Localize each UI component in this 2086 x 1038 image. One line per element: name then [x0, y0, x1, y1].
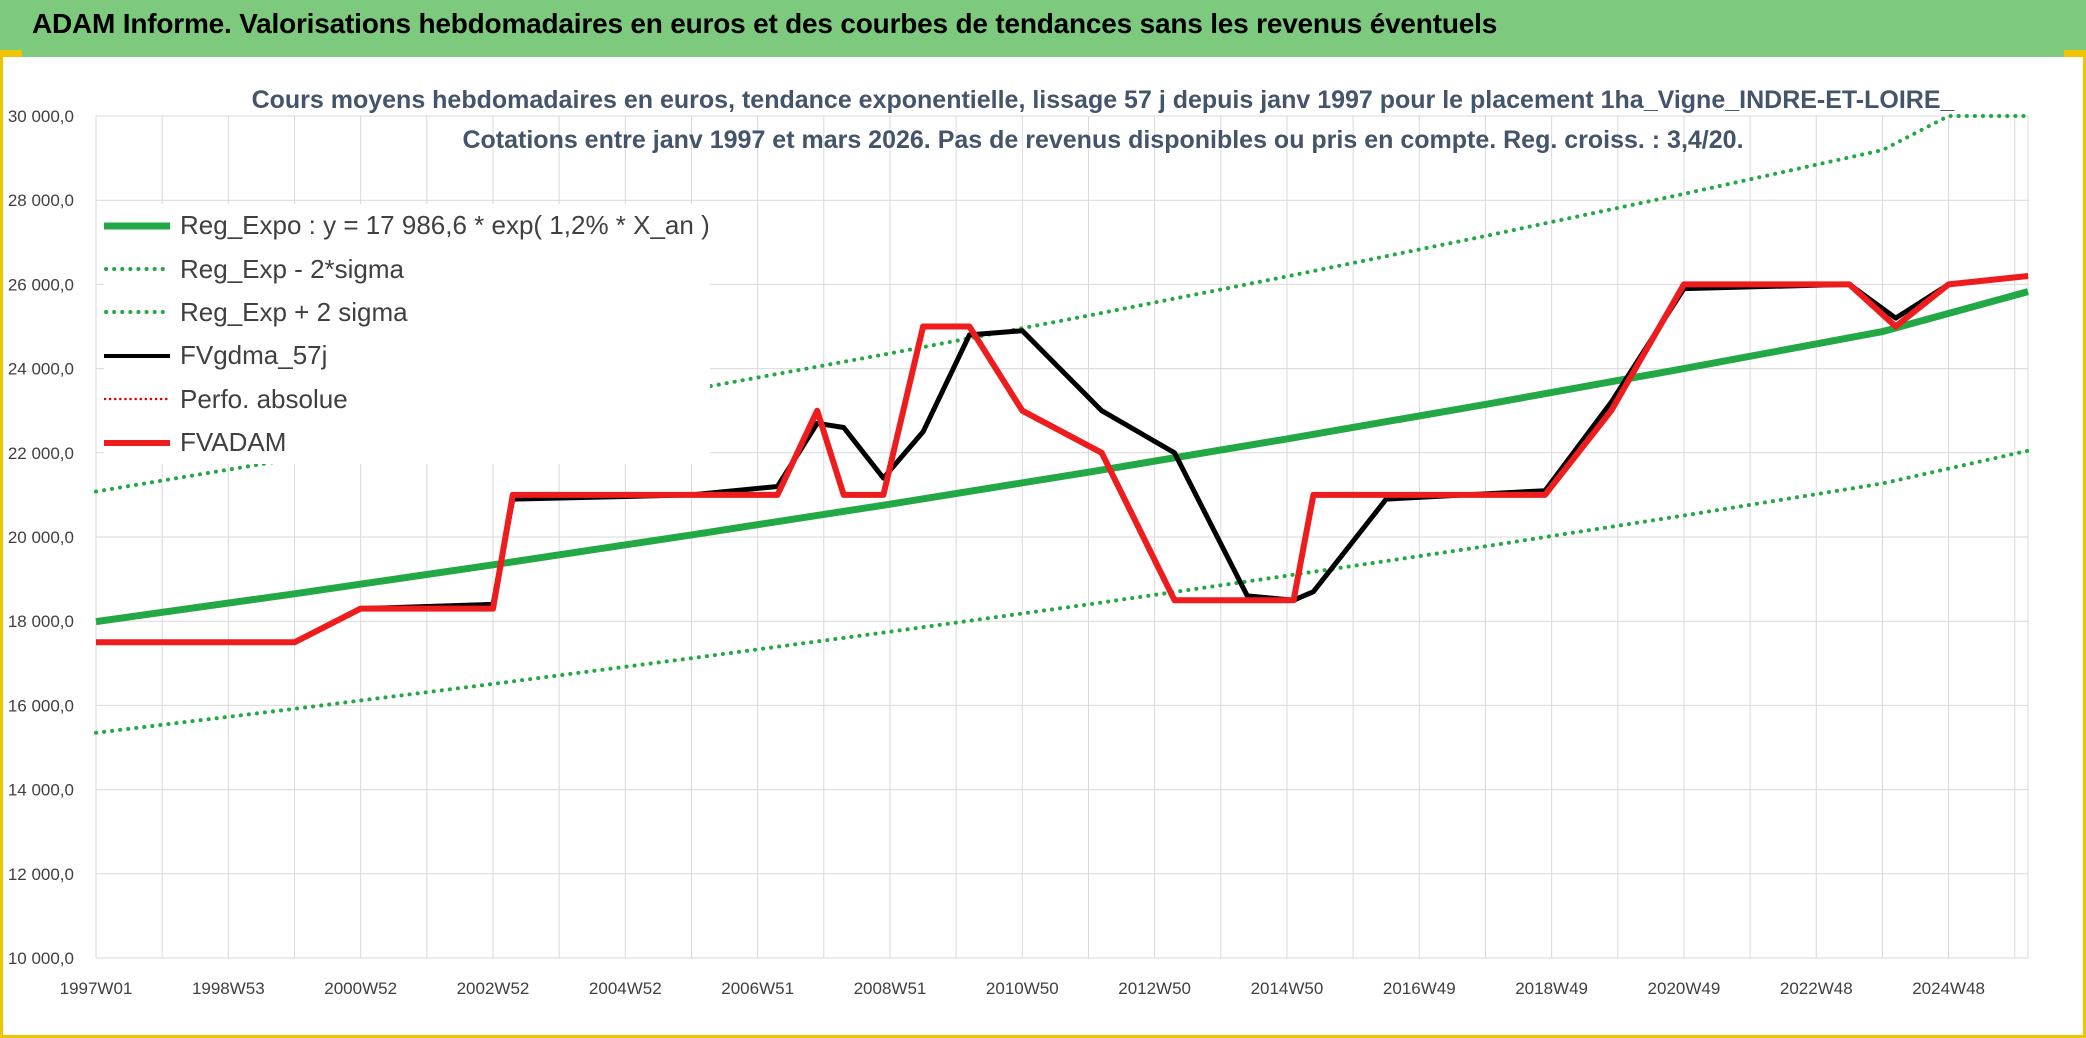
y-tick-label: 10 000,0 [8, 949, 74, 968]
x-tick-label: 2002W52 [457, 979, 530, 998]
y-tick-label: 22 000,0 [8, 444, 74, 463]
legend-swatch-reg-expo [104, 220, 170, 232]
y-tick-label: 20 000,0 [8, 528, 74, 547]
x-tick-label: 2014W50 [1251, 979, 1324, 998]
y-tick-label: 30 000,0 [8, 107, 74, 126]
legend-item-reg-exp-plus: Reg_Exp + 2 sigma [104, 291, 710, 334]
legend-item-perfo: Perfo. absolue [104, 378, 710, 421]
legend-label-fvgdma: FVgdma_57j [180, 340, 328, 371]
report-banner: ADAM Informe. Valorisations hebdomadaire… [0, 0, 2086, 59]
x-tick-label: 2006W51 [721, 979, 794, 998]
series-line-reg-exp-minus [94, 448, 2030, 735]
x-tick-label: 2020W49 [1648, 979, 1721, 998]
y-tick-label: 28 000,0 [8, 191, 74, 210]
x-tick-label: 2010W50 [986, 979, 1059, 998]
report-title: ADAM Informe. Valorisations hebdomadaire… [32, 8, 1498, 39]
legend-item-fvadam: FVADAM [104, 421, 710, 464]
x-tick-label: 2004W52 [589, 979, 662, 998]
legend-item-fvgdma: FVgdma_57j [104, 334, 710, 377]
legend-swatch-reg-exp-plus [104, 306, 170, 318]
chart-title: Cours moyens hebdomadaires en euros, ten… [251, 86, 1955, 114]
chart-legend: Reg_Expo : y = 17 986,6 * exp( 1,2% * X_… [104, 204, 710, 465]
x-tick-label: 2016W49 [1383, 979, 1456, 998]
legend-swatch-perfo [104, 393, 170, 405]
series-line-reg-exp-plus [94, 114, 2030, 494]
legend-swatch-fvgdma [104, 350, 170, 362]
y-tick-label: 16 000,0 [8, 696, 74, 715]
x-tick-label: 2024W48 [1912, 979, 1985, 998]
x-tick-label: 2018W49 [1515, 979, 1588, 998]
legend-label-reg-exp-plus: Reg_Exp + 2 sigma [180, 296, 408, 327]
x-tick-label: 1998W53 [192, 979, 265, 998]
y-tick-label: 12 000,0 [8, 865, 74, 884]
y-tick-label: 26 000,0 [8, 275, 74, 294]
legend-swatch-reg-exp-minus [104, 263, 170, 275]
y-tick-label: 18 000,0 [8, 612, 74, 631]
x-tick-label: 2008W51 [854, 979, 927, 998]
banner-accent-left [0, 50, 22, 57]
legend-label-reg-expo: Reg_Expo : y = 17 986,6 * exp( 1,2% * X_… [180, 210, 710, 241]
series-line-reg-expo [95, 288, 2029, 626]
series-line-fvadam [96, 273, 2029, 646]
x-tick-label: 2000W52 [324, 979, 397, 998]
frame-edge-left [0, 57, 3, 1038]
x-tick-label: 1997W01 [60, 979, 133, 998]
legend-label-fvadam: FVADAM [180, 427, 287, 458]
legend-item-reg-exp-minus: Reg_Exp - 2*sigma [104, 247, 710, 290]
legend-swatch-fvadam [104, 437, 170, 449]
legend-item-reg-expo: Reg_Expo : y = 17 986,6 * exp( 1,2% * X_… [104, 204, 710, 247]
banner-accent-right [2064, 50, 2086, 57]
frame-edge-right [2083, 57, 2086, 1038]
legend-label-perfo: Perfo. absolue [180, 383, 348, 414]
chart-subtitle: Cotations entre janv 1997 et mars 2026. … [462, 126, 1744, 154]
x-tick-label: 2012W50 [1118, 979, 1191, 998]
frame-edge-bottom [0, 1035, 2086, 1038]
y-tick-label: 14 000,0 [8, 781, 74, 800]
legend-label-reg-exp-minus: Reg_Exp - 2*sigma [180, 253, 404, 284]
x-tick-label: 2022W48 [1780, 979, 1853, 998]
y-tick-label: 24 000,0 [8, 360, 74, 379]
